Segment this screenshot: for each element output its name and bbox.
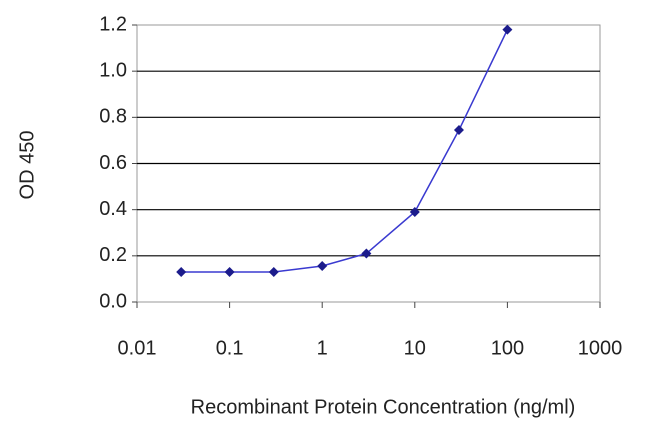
x-tick-label: 0.01	[118, 337, 157, 359]
data-point	[268, 266, 279, 277]
x-tick-label: 0.1	[216, 337, 244, 359]
data-point	[317, 260, 328, 271]
data-point	[176, 266, 187, 277]
x-axis-label: Recombinant Protein Concentration (ng/ml…	[191, 396, 576, 418]
y-tick-label: 0.6	[99, 152, 127, 174]
y-tick-label: 0.0	[99, 290, 127, 312]
data-point	[453, 125, 464, 136]
x-tick-label: 100	[491, 337, 524, 359]
x-tick-label: 10	[404, 337, 426, 359]
series-line	[181, 29, 509, 273]
y-tick-label: 0.2	[99, 244, 127, 266]
x-tick-label: 1	[317, 337, 328, 359]
x-tick-label: 1000	[578, 337, 623, 359]
data-point	[502, 24, 513, 35]
y-tick-label: 0.4	[99, 198, 127, 220]
y-tick-label: 1.0	[99, 59, 127, 81]
y-tick-label: 1.2	[99, 13, 127, 35]
y-axis-label: OD 450	[16, 131, 38, 200]
data-point	[409, 206, 420, 217]
y-tick-label: 0.8	[99, 106, 127, 128]
data-point	[361, 248, 372, 259]
data-point	[224, 266, 235, 277]
